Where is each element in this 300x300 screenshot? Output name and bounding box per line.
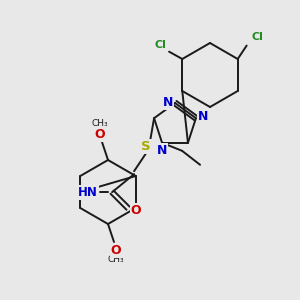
Text: S: S: [141, 140, 151, 153]
Text: N: N: [198, 110, 208, 123]
Text: O: O: [95, 128, 105, 140]
Text: CH₃: CH₃: [92, 119, 108, 128]
Text: Cl: Cl: [252, 32, 264, 42]
Text: HN: HN: [78, 186, 98, 199]
Text: O: O: [111, 244, 121, 256]
Text: CH₃: CH₃: [108, 256, 124, 265]
Text: N: N: [157, 144, 167, 157]
Text: Cl: Cl: [154, 40, 166, 50]
Text: O: O: [131, 204, 141, 217]
Text: N: N: [163, 95, 173, 109]
